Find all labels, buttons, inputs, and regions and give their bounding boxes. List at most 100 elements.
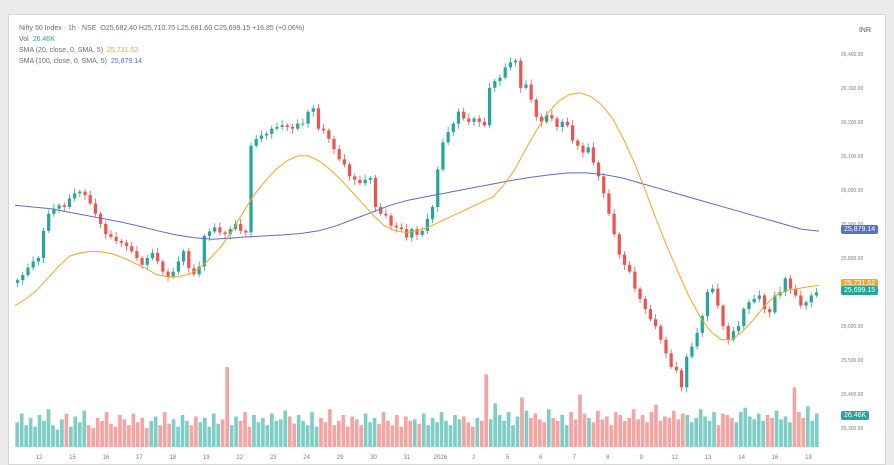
candle-body — [36, 258, 40, 262]
candle-body — [456, 111, 461, 124]
volume-bar — [377, 423, 381, 447]
candle-body — [462, 111, 466, 119]
volume-bar — [64, 413, 69, 447]
candle-body — [296, 123, 300, 129]
candle-body — [685, 356, 689, 388]
volume-bar — [654, 404, 658, 447]
candle-body — [254, 138, 258, 146]
volume-bar — [680, 413, 685, 447]
candle-body — [239, 223, 243, 231]
volume-bar — [689, 422, 694, 447]
volume-bar — [220, 419, 225, 447]
candle-body — [410, 229, 414, 238]
candle-body — [337, 149, 341, 160]
legend-sma100-value: 25,879.14 — [110, 58, 143, 65]
volume-bar — [69, 426, 73, 447]
candle-body — [161, 261, 165, 272]
volume-bar — [252, 415, 256, 447]
candle-body — [384, 213, 388, 216]
volume-bar — [323, 422, 328, 447]
volume-bar — [792, 387, 797, 447]
volume-bar — [801, 417, 806, 447]
candle-body — [679, 370, 684, 388]
volume-bar — [475, 417, 480, 447]
candle-body — [788, 278, 793, 289]
candle-body — [643, 298, 647, 310]
legend-symbol: Nifty 50 Index · 1h · NSE — [19, 25, 97, 32]
candle-body — [555, 118, 559, 127]
candle-body — [119, 241, 123, 243]
candle-body — [104, 223, 108, 235]
volume-bar — [649, 412, 654, 447]
candle-body — [21, 275, 25, 281]
volume-bar — [640, 415, 645, 447]
x-tick-label: 15 — [69, 455, 76, 461]
volume-bar — [390, 425, 395, 447]
currency-button[interactable]: INR — [858, 27, 871, 34]
candle-body — [711, 288, 715, 293]
volume-bar — [667, 417, 672, 447]
volume-bar — [721, 413, 725, 447]
candle-body — [181, 251, 186, 262]
candle-body — [633, 271, 637, 289]
volume-bar — [350, 416, 355, 447]
candle-body — [415, 229, 419, 235]
volume-bar — [600, 419, 605, 447]
volume-bar — [283, 410, 288, 447]
volume-bar — [435, 422, 439, 447]
candle-body — [628, 264, 632, 272]
volume-bar — [42, 420, 46, 447]
volume-bar — [520, 397, 524, 447]
candle-body — [757, 295, 761, 299]
price-chart[interactable]: 25,300.00 25,400.00 25,500.00 25,600.00 25,7… — [9, 15, 885, 464]
volume-bar — [176, 426, 180, 447]
candle-body — [213, 227, 217, 232]
volume-bar — [551, 417, 556, 447]
candle-body — [306, 111, 310, 124]
candle-body — [233, 223, 238, 230]
legend-sma100-label: SMA (100, close, 0, SMA, 5) — [19, 58, 107, 65]
volume-bar — [569, 412, 573, 447]
candle-body — [804, 302, 808, 306]
volume-bar — [645, 422, 649, 447]
volume-bar — [765, 415, 770, 447]
volume-bar — [194, 416, 198, 447]
volume-bar — [814, 413, 819, 447]
y-tick-label: 25,600.00 — [841, 324, 863, 330]
volume-bar — [596, 410, 600, 447]
candle-body — [124, 242, 129, 247]
volume-bar — [104, 412, 109, 447]
volume-bar — [698, 409, 703, 447]
candle-body — [736, 326, 741, 332]
volume-bar — [301, 420, 305, 447]
candle-body — [218, 227, 222, 233]
candle-body — [716, 288, 720, 306]
volume-bar — [761, 420, 765, 447]
volume-bar — [712, 412, 716, 447]
volume-bar — [457, 419, 462, 447]
volume-bar — [203, 417, 207, 447]
candle-body — [259, 135, 263, 139]
volume-bar — [672, 410, 676, 447]
candle-body — [783, 278, 787, 293]
candle-body — [467, 118, 471, 122]
volume-bar — [37, 415, 42, 447]
candle-body — [726, 326, 730, 340]
candle-body — [358, 179, 362, 184]
volume-bar — [783, 416, 788, 447]
chart-legend: Nifty 50 Index · 1h · NSE O25,682.40 H25… — [19, 23, 304, 67]
volume-bar — [739, 412, 743, 447]
volume-bar — [631, 409, 636, 447]
volume-bar — [658, 420, 663, 447]
candle-body — [508, 62, 512, 68]
volume-bar — [399, 426, 404, 447]
candle-body — [67, 198, 72, 207]
volume-tag: 26.46K — [841, 411, 870, 420]
candle-body — [62, 205, 66, 207]
candle-body — [176, 261, 181, 272]
candle-body — [394, 225, 398, 228]
volume-bar — [448, 425, 453, 447]
candle-body — [477, 118, 481, 122]
candle-body — [617, 234, 621, 255]
volume-bar — [211, 413, 216, 447]
